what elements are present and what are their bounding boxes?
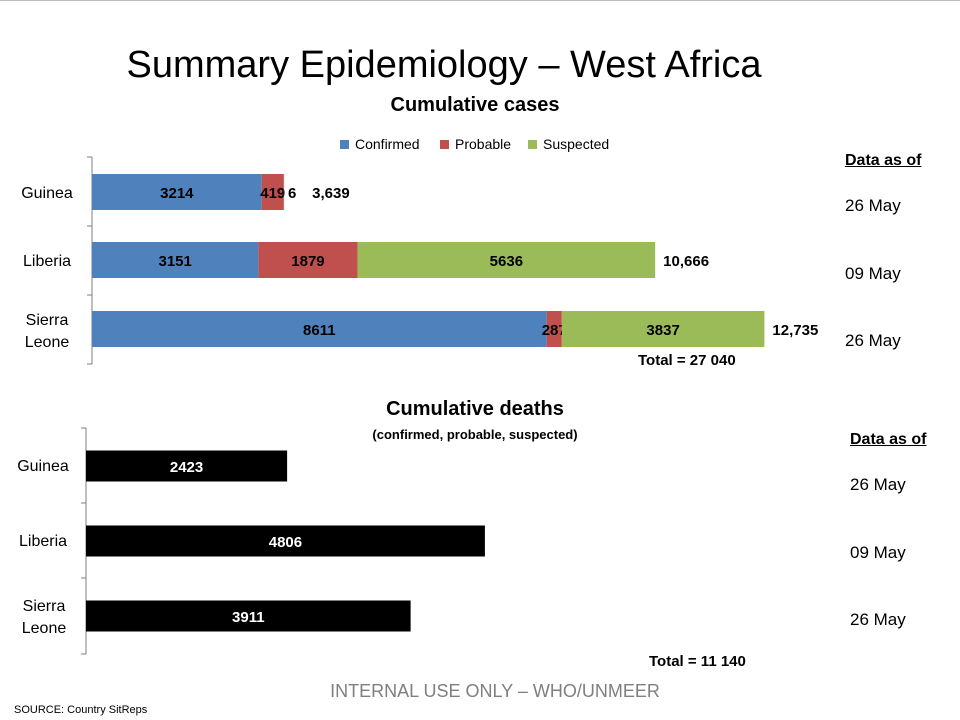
deaths-bar-guinea [86,450,288,482]
legend-label-probable: Probable [455,136,512,152]
cases-bar-suspected-sierra-leone [561,311,765,347]
deaths-data-label-liberia: 4806 [269,534,302,551]
cases-bar-probable-sierra-leone [546,311,562,347]
cases-bar-probable-guinea [261,174,284,210]
cases-bar-confirmed-sierra-leone [92,311,547,347]
slide-title: Summary Epidemiology – West Africa [126,44,762,86]
deaths-chart-title: Cumulative deaths [386,398,564,420]
deaths-category-label-liberia: Liberia [19,533,67,550]
cases-data-label-probable-liberia: 1879 [291,253,324,270]
deaths-data-as-of-header: Data as of [850,431,927,448]
legend-swatch-probable [440,139,449,149]
deaths-date-sierra-leone: 26 May [850,610,906,629]
cases-total-label-liberia: 10,666 [663,253,709,270]
cases-date-sierra-leone: 26 May [845,331,901,350]
cases-total-label-guinea: 3,639 [312,185,350,202]
deaths-bar-sierra-leone [86,600,411,632]
cases-data-label-confirmed-liberia: 3151 [158,253,191,270]
legend-swatch-confirmed [340,139,349,149]
cases-data-label-confirmed-sierra-leone: 8611 [303,322,336,339]
cases-bar-suspected-liberia [357,242,656,278]
deaths-date-guinea: 26 May [850,475,906,494]
cases-category-label-sierra-leone: Sierra Leone [25,312,70,351]
cases-bar-confirmed-liberia [92,242,259,278]
cases-data-label-suspected-guinea: 6 [288,185,296,202]
cases-category-label-liberia: Liberia [23,253,71,270]
cases-date-liberia: 09 May [845,264,901,283]
deaths-chart-subtitle: (confirmed, probable, suspected) [372,427,578,442]
deaths-data-label-guinea: 2423 [170,459,203,476]
deaths-data-label-sierra-leone: 3911 [232,609,265,626]
cases-data-as-of-header: Data as of [845,152,922,169]
cases-chart-title: Cumulative cases [390,94,560,116]
cases-data-label-suspected-sierra-leone: 3837 [646,322,679,339]
cases-data-label-probable-guinea: 419 [260,185,285,202]
legend-swatch-suspected [528,139,537,149]
source-note: SOURCE: Country SitReps [14,704,148,716]
cases-data-label-probable-sierra-leone: 287 [542,322,567,339]
cases-total-label-sierra-leone: 12,735 [772,322,818,339]
footer-internal-use: INTERNAL USE ONLY – WHO/UNMEER [330,681,660,701]
cases-data-label-confirmed-guinea: 3214 [160,185,194,202]
cases-date-guinea: 26 May [845,196,901,215]
cases-bar-probable-liberia [258,242,358,278]
legend-confirmed: Confirmed [340,136,420,152]
cases-grand-total: Total = 27 040 [638,352,736,369]
legend-probable: Probable [440,136,511,152]
deaths-bar-liberia [86,525,485,557]
cases-category-label-guinea: Guinea [21,185,73,202]
deaths-category-label-guinea: Guinea [17,458,69,475]
deaths-grand-total: Total = 11 140 [649,653,746,670]
cases-data-label-suspected-liberia: 5636 [490,253,523,270]
deaths-date-liberia: 09 May [850,543,906,562]
cases-bar-confirmed-guinea [92,174,262,210]
legend-label-confirmed: Confirmed [355,136,420,152]
top-border-line [0,0,960,1]
legend-label-suspected: Suspected [543,136,610,152]
deaths-category-label-sierra-leone: Sierra Leone [22,598,67,637]
legend-suspected: Suspected [528,136,609,152]
